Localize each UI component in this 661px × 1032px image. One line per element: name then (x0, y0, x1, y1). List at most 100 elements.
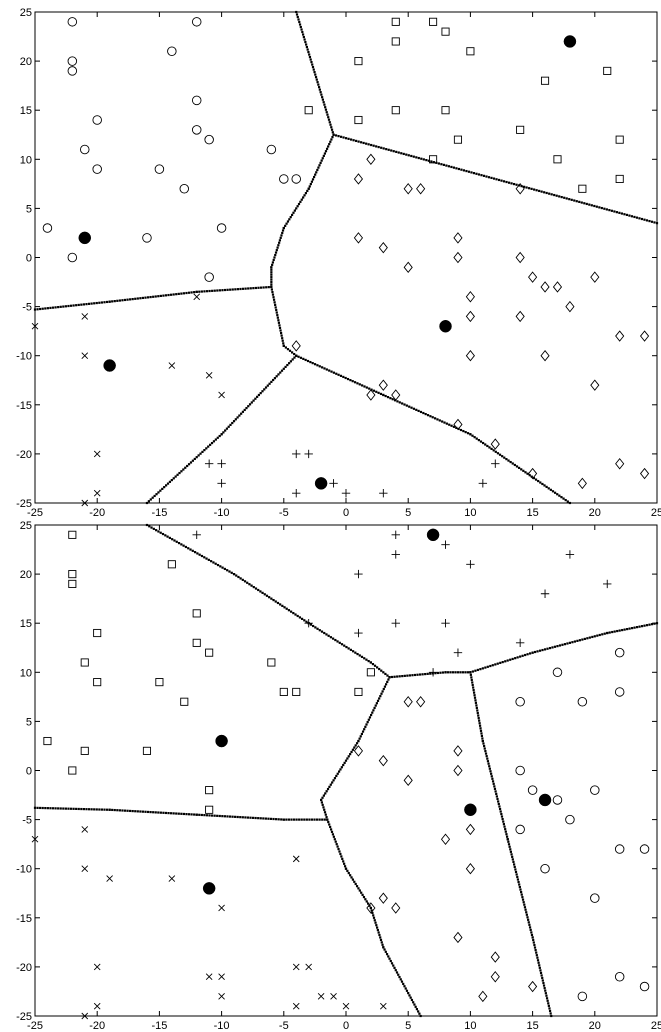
boundary-dot (347, 755, 350, 758)
y-tick-label: 0 (26, 766, 32, 778)
boundary-dot (177, 292, 180, 295)
data-point-x (218, 973, 225, 981)
boundary-dot (300, 28, 303, 31)
data-point-circle (204, 272, 214, 282)
boundary-dot (209, 443, 212, 446)
data-point-circle (154, 164, 165, 174)
data-point-circle (515, 697, 525, 707)
boundary-dot (389, 959, 392, 963)
boundary-dot (309, 360, 312, 364)
boundary-dot (369, 906, 372, 910)
boundary-dot (485, 755, 488, 758)
boundary-dot (168, 536, 171, 540)
y-tick-label: 10 (20, 667, 32, 679)
boundary-dot (371, 711, 374, 714)
boundary-dot (85, 808, 88, 811)
boundary-dot (623, 213, 626, 216)
boundary-dot (268, 382, 271, 385)
boundary-dot (384, 394, 387, 398)
boundary-dot (472, 172, 476, 175)
boundary-dot (198, 553, 201, 556)
boundary-dot (525, 913, 528, 916)
boundary-dot (386, 396, 390, 399)
data-point-square (68, 530, 77, 539)
boundary-dot (488, 446, 491, 449)
boundary-dot (261, 390, 264, 393)
x-tick-label: 20 (589, 507, 601, 519)
boundary-dot (417, 156, 420, 160)
boundary-dot (541, 482, 544, 486)
boundary-dot (90, 808, 93, 811)
boundary-dot (367, 902, 370, 905)
boundary-dot (41, 806, 44, 810)
boundary-dot (323, 818, 326, 821)
boundary-dot (243, 580, 247, 583)
decision-boundary (145, 354, 298, 505)
data-point-x (317, 993, 325, 1000)
boundary-dot (287, 609, 291, 612)
boundary-dot (568, 641, 572, 644)
boundary-dot (486, 665, 489, 668)
boundary-dot (615, 211, 618, 214)
boundary-dot (295, 10, 298, 14)
y-tick-label: -15 (16, 400, 32, 412)
boundary-dot (498, 453, 502, 456)
data-point-diamond (565, 300, 575, 313)
boundary-dot (223, 567, 226, 571)
boundary-dot (310, 818, 314, 821)
boundary-dot (178, 471, 181, 475)
boundary-dot (499, 661, 502, 664)
boundary-dot (363, 728, 366, 731)
data-point-square (93, 628, 102, 638)
boundary-dot (318, 88, 321, 91)
boundary-dot (271, 261, 275, 264)
boundary-dot (276, 601, 280, 605)
data-point-circle (291, 174, 301, 184)
boundary-dot (57, 807, 60, 810)
boundary-dot (397, 151, 400, 154)
boundary-dot (257, 817, 260, 820)
boundary-dot (327, 820, 330, 824)
boundary-dot (314, 76, 318, 79)
boundary-dot (608, 209, 611, 212)
data-point-square (192, 609, 201, 618)
boundary-dot (539, 971, 543, 975)
boundary-dot (365, 142, 368, 145)
data-point-diamond (453, 251, 463, 264)
boundary-dot (347, 647, 350, 650)
boundary-dot (292, 611, 295, 615)
data-point-diamond (440, 833, 451, 845)
boundary-dot (346, 757, 349, 760)
boundary-dot (271, 263, 274, 266)
boundary-dot (279, 236, 282, 239)
y-tick-label: 0 (26, 253, 32, 265)
boundary-dot (272, 378, 275, 382)
boundary-dot (628, 214, 631, 217)
boundary-dot (36, 308, 39, 311)
boundary-dot (356, 652, 359, 656)
boundary-dot (414, 1005, 417, 1008)
boundary-dot (163, 486, 166, 489)
boundary-dot (304, 358, 307, 362)
boundary-dot (553, 645, 557, 648)
boundary-dot (541, 979, 544, 982)
boundary-dot (141, 810, 145, 813)
boundary-dot (205, 557, 208, 560)
boundary-dot (141, 296, 145, 300)
boundary-dot (367, 659, 370, 663)
data-point-square (466, 47, 475, 56)
boundary-dot (290, 213, 294, 217)
boundary-dot (586, 637, 589, 640)
boundary-dot (383, 685, 387, 688)
data-point-circle (67, 66, 78, 76)
series-circle (42, 17, 301, 282)
boundary-dot (548, 192, 551, 195)
boundary-dot (164, 534, 167, 537)
data-point-diamond (515, 310, 525, 323)
boundary-dot (513, 865, 516, 869)
centroid-point (103, 359, 116, 372)
boundary-dot (72, 807, 75, 810)
boundary-dot (270, 283, 273, 286)
boundary-dot (377, 391, 380, 394)
